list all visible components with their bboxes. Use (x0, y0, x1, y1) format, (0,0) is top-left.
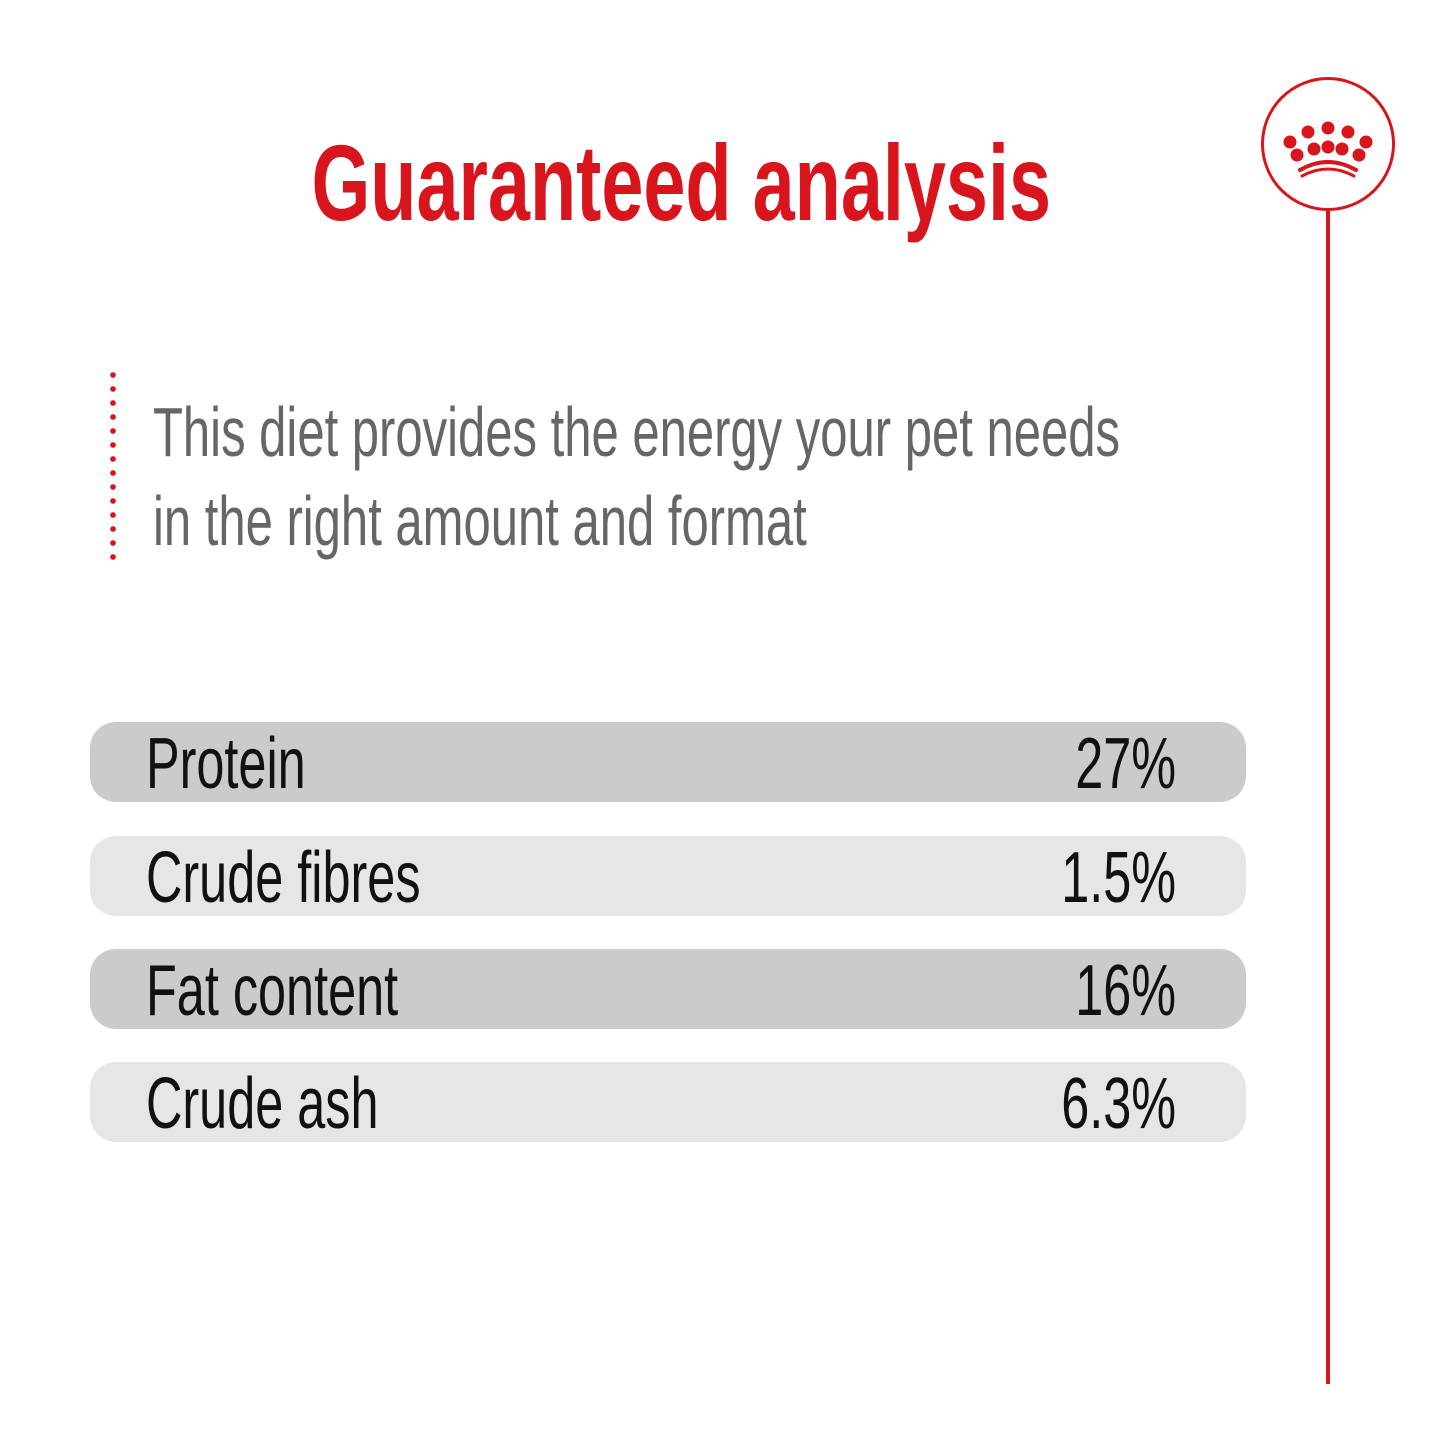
row-label: Crude fibres (146, 838, 421, 918)
dotted-divider (110, 368, 116, 568)
subtitle-line-1: This diet provides the energy your pet n… (153, 393, 1120, 471)
analysis-row-crude-fibres: Crude fibres 1.5% (90, 836, 1246, 918)
brand-logo (1261, 77, 1395, 211)
analysis-row-fat-content: Fat content 16% (90, 949, 1246, 1031)
crown-icon (1283, 121, 1373, 178)
subtitle-line-2: in the right amount and format (153, 482, 807, 560)
row-value: 1.5% (1061, 838, 1176, 918)
row-value: 16% (1075, 951, 1176, 1031)
row-label: Crude ash (146, 1064, 379, 1144)
subtitle: This diet provides the energy your pet n… (153, 388, 1445, 566)
row-label: Fat content (146, 951, 399, 1031)
analysis-row-protein: Protein 27% (90, 722, 1246, 804)
vertical-accent-line (1326, 209, 1330, 1384)
analysis-row-crude-ash: Crude ash 6.3% (90, 1062, 1246, 1144)
row-label: Protein (146, 724, 306, 804)
row-value: 27% (1075, 724, 1176, 804)
row-value: 6.3% (1061, 1064, 1176, 1144)
page-title: Guaranteed analysis (311, 122, 1051, 243)
